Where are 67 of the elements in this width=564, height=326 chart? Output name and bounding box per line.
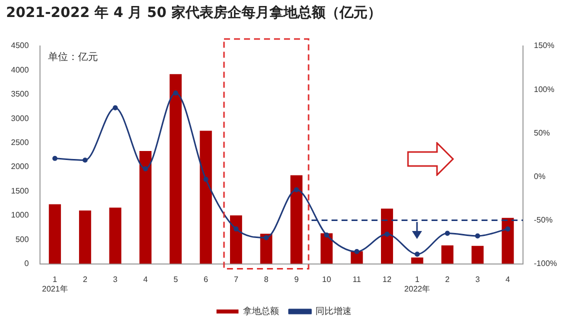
bar	[230, 215, 242, 264]
point	[173, 90, 178, 96]
y-tick-label: 0	[24, 259, 30, 268]
y-tick-label: 500	[15, 234, 30, 244]
bar	[502, 218, 514, 264]
bar	[170, 74, 182, 264]
annotation: 单位：亿元	[48, 50, 98, 64]
x-tick-label: 1 2022年	[404, 274, 430, 294]
point	[414, 252, 420, 257]
bar	[260, 234, 272, 264]
x-tick-label: 6	[204, 274, 209, 284]
y-tick-label: 2000	[11, 162, 30, 172]
bar	[79, 210, 92, 264]
bar	[320, 233, 333, 264]
y-tick-label: 4500	[11, 41, 30, 50]
bar	[441, 245, 454, 264]
point	[475, 233, 480, 238]
x-tick-label: 7	[234, 274, 239, 284]
chart-title: 2021-2022 年 4 月 50 家代表房企每月拿地总额（亿元）	[6, 4, 382, 22]
point	[505, 226, 510, 232]
y-tick-label: 2500	[11, 138, 30, 148]
x-tick-label: 4	[143, 274, 148, 284]
y-tick-label: 1500	[11, 186, 30, 196]
y2-tick-label: 50%	[534, 128, 550, 138]
bar	[411, 258, 424, 264]
point	[52, 156, 58, 161]
y2-tick-label: 0%	[534, 172, 546, 181]
y-tick-label: 4000	[11, 65, 30, 74]
x-tick-label: 9	[294, 274, 300, 284]
x-tick-label: 11	[352, 274, 362, 284]
point	[142, 166, 148, 172]
bar	[380, 208, 394, 264]
bar	[472, 246, 484, 264]
y-tick-label: 3500	[11, 90, 30, 99]
point	[82, 158, 88, 163]
legend-label: 同比增速	[316, 306, 352, 316]
bar	[290, 175, 302, 264]
y-tick-label: 3000	[11, 114, 30, 123]
point	[234, 226, 239, 232]
y2-tick-label: 100%	[534, 84, 554, 94]
x-tick-label: 5	[173, 274, 178, 284]
x-tick-label: 12	[382, 274, 392, 284]
x-tick-label: 2	[445, 274, 450, 284]
y-tick-label: 1000	[11, 210, 30, 220]
bar	[139, 151, 152, 264]
point	[112, 105, 118, 110]
y2-tick-label: 150%	[534, 41, 554, 50]
bar	[48, 204, 61, 264]
x-tick-label: 4	[506, 274, 511, 284]
bar	[200, 130, 212, 264]
point	[384, 232, 390, 237]
bar	[109, 208, 122, 264]
point	[444, 230, 450, 236]
point	[354, 249, 360, 254]
legend-label: 拿地总额	[243, 306, 279, 316]
x-tick-label: 2	[82, 274, 88, 284]
x-tick-label: 8	[264, 274, 270, 284]
y2-tick-label: -50%	[534, 215, 553, 224]
point	[294, 187, 299, 192]
x-tick-label: 1 2021年	[42, 274, 68, 294]
y2-tick-label: -100%	[534, 259, 557, 268]
point	[264, 235, 269, 240]
point	[203, 176, 208, 182]
x-tick-label: 10	[322, 274, 332, 284]
x-tick-label: 3	[113, 274, 118, 284]
x-tick-label: 3	[475, 274, 480, 284]
point	[324, 232, 330, 238]
